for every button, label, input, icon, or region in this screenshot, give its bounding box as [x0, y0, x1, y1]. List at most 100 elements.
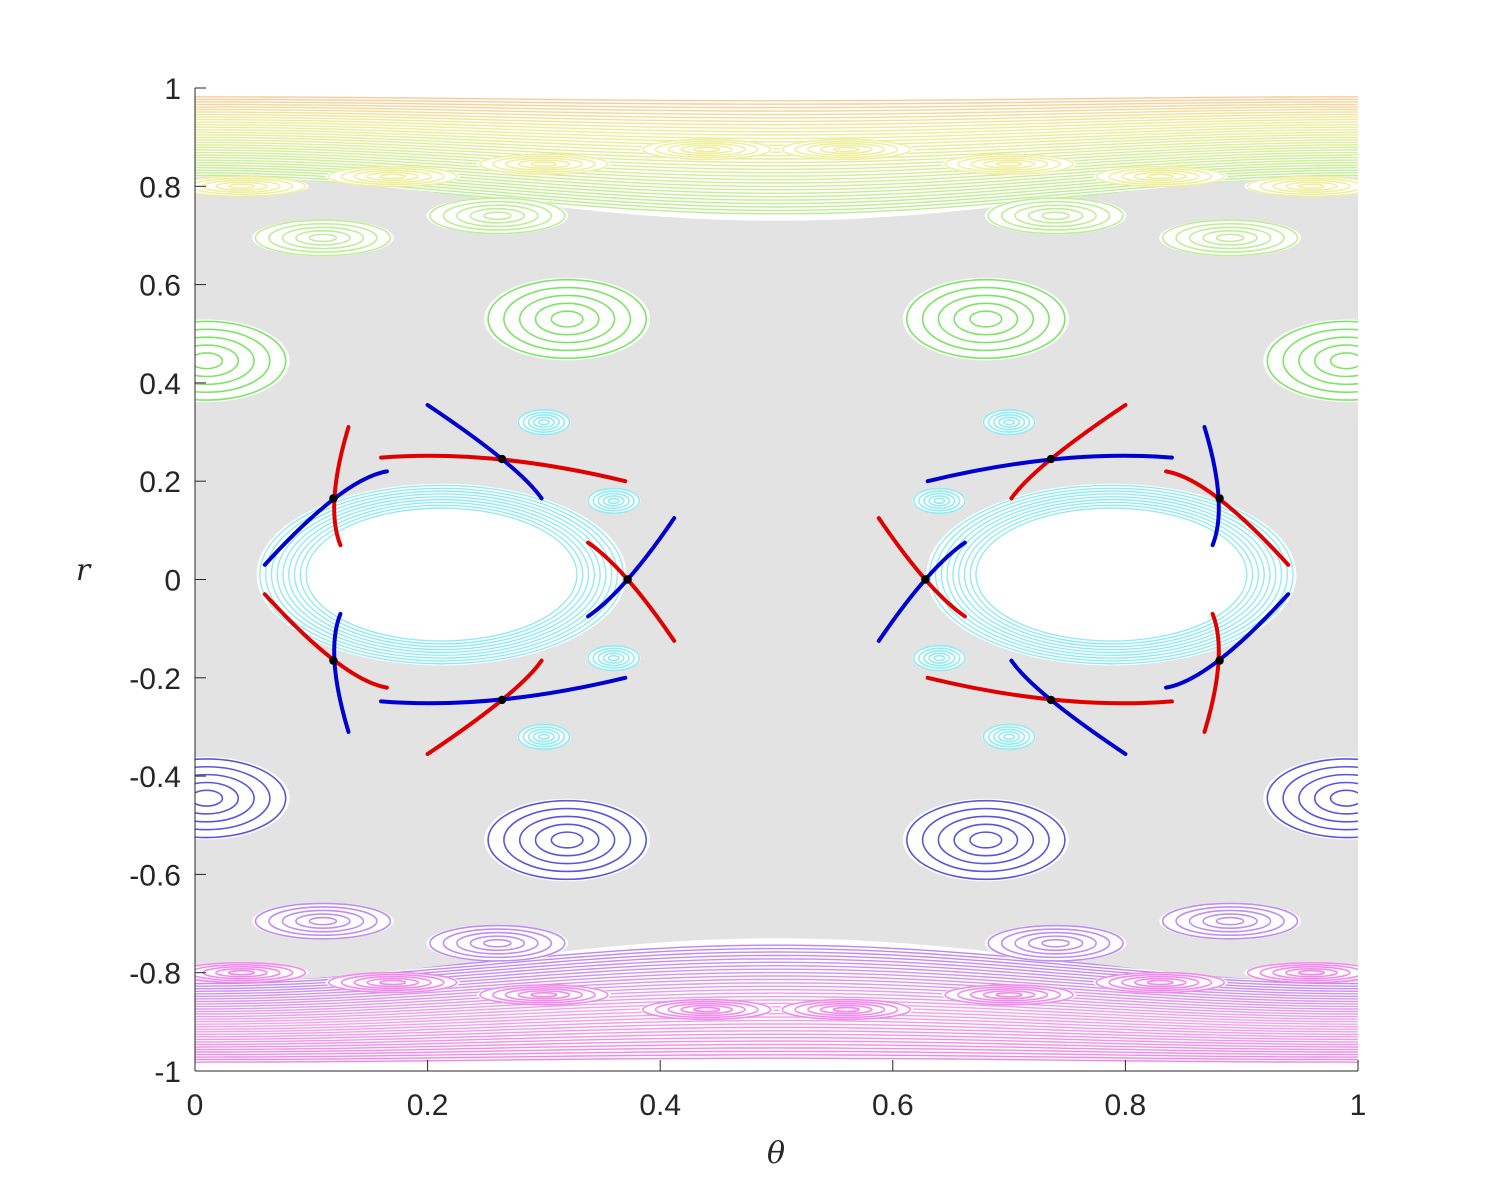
island-violet-lower — [984, 924, 1127, 962]
island-torus — [928, 652, 951, 664]
island-torus — [807, 1002, 886, 1017]
torus-band-top — [195, 146, 1358, 170]
torus-band-top — [195, 156, 1358, 184]
island-torus — [366, 171, 420, 182]
island-halo — [1159, 902, 1301, 940]
island-green-upper — [252, 219, 394, 257]
island-torus — [479, 984, 609, 1006]
island-torus — [491, 986, 596, 1004]
island-torus — [456, 204, 539, 228]
island-halo — [902, 277, 1069, 361]
island-torus — [340, 973, 445, 992]
island-torus — [1272, 966, 1351, 980]
island-torus — [1041, 938, 1070, 948]
island-torus — [587, 645, 641, 672]
island-torus — [1215, 233, 1245, 243]
island-torus — [1175, 222, 1285, 253]
island-halo — [484, 277, 651, 361]
island-halo — [195, 319, 290, 403]
x-axis-label: θ — [767, 1136, 785, 1171]
torus-band-bottom — [195, 1057, 1358, 1063]
island-torus — [923, 492, 956, 510]
manifold-stable-left-4 — [379, 675, 628, 706]
island-cyan-small — [982, 723, 1036, 750]
island-torus — [366, 977, 420, 988]
island-torus — [1329, 352, 1358, 370]
island-torus — [992, 728, 1026, 745]
island-torus — [602, 495, 625, 507]
island-torus — [195, 177, 294, 195]
island-torus — [517, 723, 571, 750]
island-cyan-small — [586, 487, 641, 514]
torus-band-top — [195, 151, 1358, 177]
island-torus — [1285, 967, 1338, 978]
torus-band-bottom — [195, 1050, 1358, 1058]
island-torus — [905, 278, 1066, 360]
island-cyan-small — [982, 409, 1036, 436]
x-tick-label: 0.2 — [407, 1089, 449, 1122]
island-torus — [1027, 207, 1084, 224]
periodic-point — [1215, 494, 1224, 503]
x-tick-label: 1 — [1350, 1089, 1367, 1122]
island-torus — [794, 1000, 899, 1019]
island-torus — [456, 931, 539, 955]
island-torus — [1027, 935, 1084, 952]
island-torus — [597, 492, 630, 510]
central-island-torus — [293, 501, 590, 648]
island-halo — [912, 487, 967, 514]
torus-band-bottom — [195, 1009, 1358, 1028]
island-torus — [327, 165, 458, 188]
island-torus — [379, 979, 407, 986]
island-yellow-chain — [639, 138, 774, 161]
island-halo — [426, 924, 569, 962]
island-torus — [1329, 789, 1358, 807]
torus-band-top — [195, 103, 1358, 112]
torus-band-top — [195, 134, 1358, 153]
island-torus — [995, 992, 1023, 998]
periodic-point — [921, 575, 930, 584]
axes: 0 0.2 0.4 0.6 0.8 1 1 0.8 0.6 0.4 0.2 0 -0.2 -0.4 -0.6… — [129, 73, 1366, 1122]
island-halo — [252, 219, 394, 257]
island-torus — [491, 155, 596, 173]
island-torus — [429, 197, 566, 235]
island-magenta-chain — [639, 998, 774, 1021]
island-torus — [928, 495, 951, 507]
island-torus — [982, 159, 1036, 169]
island-halo — [1263, 756, 1358, 840]
torus-band-bottom — [195, 1040, 1358, 1051]
island-torus — [308, 233, 338, 243]
y-tick-label: -0.6 — [129, 859, 181, 892]
island-torus — [195, 964, 294, 982]
island-blue-large — [195, 756, 290, 840]
island-torus — [517, 159, 571, 169]
island-torus — [195, 773, 255, 823]
island-torus — [982, 990, 1036, 1000]
island-yellow-chain — [941, 153, 1077, 175]
island-torus — [1041, 211, 1070, 221]
island-green-large — [1263, 319, 1358, 403]
island-halo — [586, 487, 641, 514]
island-cyan-small — [517, 409, 571, 436]
torus-band-bottom — [195, 1006, 1358, 1025]
island-torus — [195, 328, 271, 394]
island-torus — [534, 302, 600, 336]
central-island-torus — [934, 487, 1288, 662]
island-torus — [992, 414, 1026, 431]
island-green-upper — [426, 197, 569, 235]
island-torus — [479, 153, 609, 175]
torus-band-bottom — [195, 1026, 1358, 1041]
island-torus — [1313, 344, 1358, 378]
y-axis-label: r — [76, 553, 92, 588]
central-island-core — [982, 511, 1241, 638]
island-green-upper — [984, 197, 1127, 235]
x-tick-label: 0.6 — [872, 1089, 914, 1122]
island-torus — [281, 909, 365, 933]
island-torus — [195, 336, 255, 386]
island-torus — [268, 222, 378, 253]
island-torus — [518, 815, 616, 865]
island-torus — [654, 140, 759, 159]
island-torus — [1014, 931, 1097, 955]
island-torus — [195, 758, 287, 839]
island-torus — [195, 344, 240, 378]
